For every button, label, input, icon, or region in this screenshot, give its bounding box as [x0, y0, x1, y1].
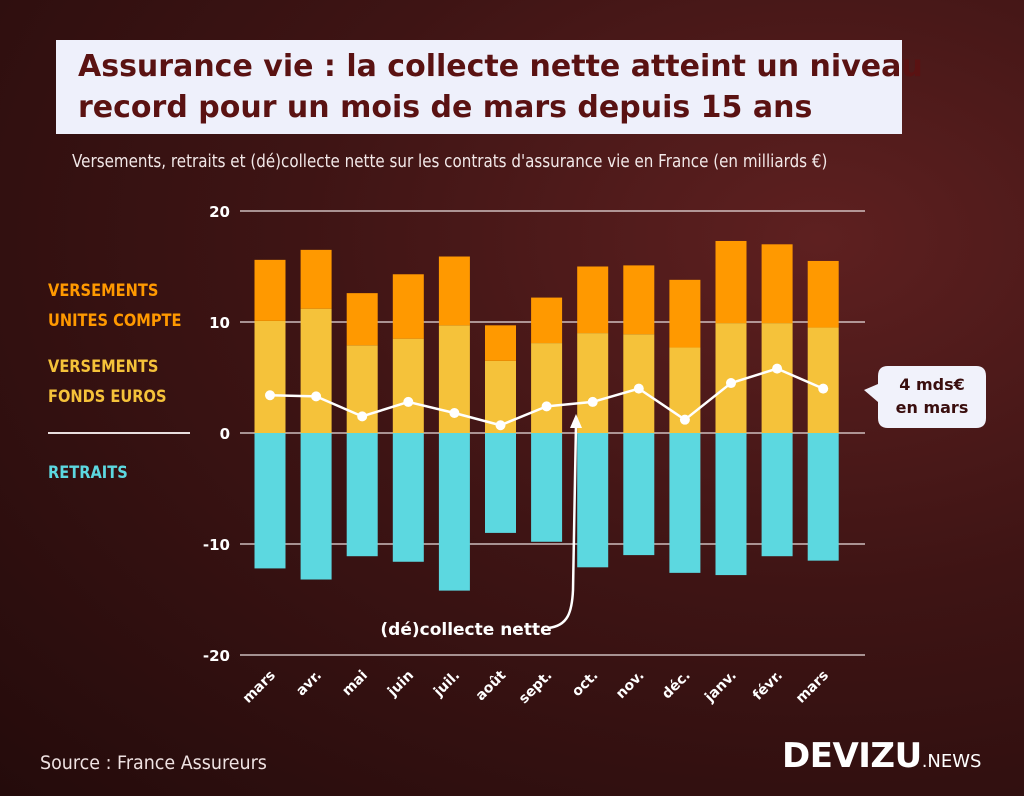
x-labels-layer: mars avr. mai juin juil. août sept. oct. nov. déc…	[240, 667, 832, 707]
callout-line-1: 4 mds€	[899, 375, 964, 394]
bar-retraits	[669, 433, 701, 573]
bar-unites-compte	[300, 249, 332, 309]
bar-retraits	[715, 433, 747, 576]
legend-fonds-euros: VERSEMENTS FONDS EUROS	[48, 352, 166, 412]
net-point	[357, 411, 368, 422]
chart-title-line-2: record pour un mois de mars depuis 15 an…	[78, 90, 813, 125]
chart-subtitle: Versements, retraits et (dé)collecte net…	[72, 151, 828, 172]
bar-fonds-euros	[300, 308, 332, 433]
x-tick-label: mai	[339, 668, 371, 700]
net-point	[633, 383, 644, 394]
bar-retraits	[531, 433, 563, 542]
y-tick-label: 10	[209, 314, 230, 332]
net-point	[587, 396, 598, 407]
annotations-layer: (dé)collecte nette 4 mds€ en mars	[380, 366, 986, 640]
bar-fonds-euros	[392, 338, 424, 433]
bar-fonds-euros	[807, 327, 839, 433]
bar-retraits	[577, 433, 609, 568]
legend-fonds-euros-line-2: FONDS EUROS	[48, 387, 167, 407]
bar-fonds-euros	[761, 323, 793, 433]
y-tick-label: -20	[203, 647, 230, 665]
brand-logo: DEVIZU.NEWS	[782, 736, 981, 776]
legend-unites-compte: VERSEMENTS UNITES COMPTE	[48, 276, 182, 336]
x-tick-label: août	[473, 667, 510, 704]
title-box: Assurance vie : la collecte nette attein…	[56, 40, 923, 134]
source-note: Source : France Assureurs	[40, 752, 267, 774]
net-point	[311, 391, 322, 402]
legend-fonds-euros-line-1: VERSEMENTS	[48, 357, 159, 377]
bar-unites-compte	[346, 293, 378, 346]
x-tick-label: janv.	[701, 668, 740, 707]
x-tick-label: mars	[793, 668, 832, 707]
net-label-arrowhead	[570, 414, 582, 428]
net-line-layer	[265, 363, 829, 431]
legend-unites-compte-line-1: VERSEMENTS	[48, 281, 159, 301]
bar-unites-compte	[623, 265, 655, 335]
x-tick-label: oct.	[569, 668, 601, 700]
callout-line-2: en mars	[896, 398, 969, 417]
x-tick-label: févr.	[750, 668, 786, 704]
chart-title-line-1: Assurance vie : la collecte nette attein…	[78, 49, 923, 84]
bar-fonds-euros	[254, 320, 286, 433]
net-point	[541, 401, 552, 412]
bar-retraits	[392, 433, 424, 562]
legend-divider	[48, 432, 190, 434]
net-point	[679, 414, 690, 425]
y-tick-label: 0	[220, 425, 230, 443]
net-point	[265, 390, 275, 401]
legend-retraits-label: RETRAITS	[48, 463, 128, 483]
net-point	[726, 378, 736, 389]
bar-unites-compte	[254, 259, 286, 321]
brand-suffix: .NEWS	[921, 751, 982, 772]
legend-unites-compte-line-2: UNITES COMPTE	[48, 311, 182, 331]
bar-unites-compte	[669, 279, 701, 348]
bars-layer	[254, 240, 839, 591]
bar-unites-compte	[392, 274, 424, 339]
x-tick-label: déc.	[659, 668, 694, 703]
bar-unites-compte	[715, 240, 747, 324]
bar-retraits	[807, 433, 839, 561]
x-tick-label: nov.	[613, 668, 648, 703]
net-point	[449, 408, 460, 419]
net-point	[403, 396, 414, 407]
bar-unites-compte	[761, 244, 793, 324]
bar-retraits	[623, 433, 655, 556]
grid-layer: 20 10 0 -10 -20	[203, 203, 865, 665]
bar-fonds-euros	[577, 333, 609, 433]
y-tick-label: -10	[203, 536, 230, 554]
bar-unites-compte	[577, 266, 609, 334]
callout-bubble: 4 mds€ en mars	[864, 366, 986, 428]
net-label-arrow	[547, 423, 578, 630]
net-label-text: (dé)collecte nette	[380, 620, 551, 640]
bar-retraits	[254, 433, 286, 569]
bar-unites-compte	[485, 325, 516, 361]
net-point	[818, 383, 829, 394]
x-tick-label: juil.	[430, 668, 463, 701]
x-tick-label: mars	[240, 668, 279, 707]
bar-retraits	[438, 433, 470, 591]
net-point	[772, 363, 783, 374]
legend-retraits: RETRAITS	[48, 458, 128, 488]
x-tick-label: juin	[384, 668, 417, 701]
bar-unites-compte	[438, 256, 470, 326]
x-tick-label: avr.	[293, 668, 325, 700]
bar-unites-compte	[531, 297, 563, 344]
bar-retraits	[300, 433, 332, 580]
bar-unites-compte	[807, 260, 839, 328]
y-tick-label: 20	[209, 203, 230, 221]
brand-main: DEVIZU	[782, 736, 922, 776]
bar-retraits	[346, 433, 378, 557]
net-point	[495, 420, 506, 431]
x-tick-label: sept.	[516, 668, 556, 708]
bar-fonds-euros	[531, 343, 563, 433]
bar-retraits	[485, 433, 516, 533]
callout-shape	[864, 366, 986, 428]
bar-retraits	[761, 433, 793, 557]
